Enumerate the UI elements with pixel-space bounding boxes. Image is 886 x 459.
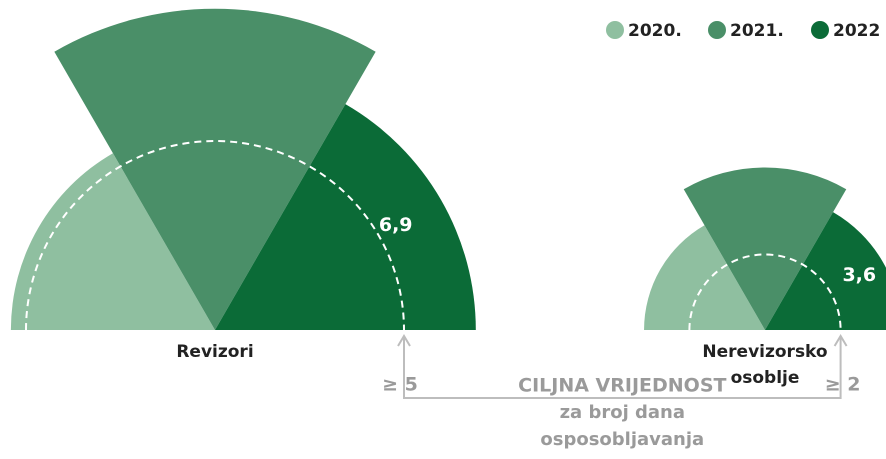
target-title: osposobljavanja [540, 429, 704, 450]
legend-swatch [606, 21, 624, 39]
sector [10, 153, 215, 330]
target-title: za broj dana [560, 402, 685, 423]
target-label: ≥ 2 [825, 374, 861, 396]
legend-swatch [708, 21, 726, 39]
legend-label: 2022 [833, 21, 880, 41]
baseline-cover [0, 330, 886, 332]
category-label: Nerevizorsko osoblje [702, 342, 827, 388]
legend-label: 2020. [628, 21, 682, 41]
legend-swatch [811, 21, 829, 39]
arrow-head [833, 334, 848, 347]
sector [644, 225, 765, 330]
target-connector [403, 338, 842, 399]
sector [683, 167, 847, 330]
target-label: ≥ 5 [382, 374, 418, 396]
arrow-head [397, 334, 411, 347]
sector [215, 104, 476, 330]
category-label: Revizori [176, 342, 253, 362]
legend-label: 2021. [730, 21, 784, 41]
sector [54, 8, 376, 330]
data-label: 3,6 [842, 264, 876, 286]
data-label: 6,9 [379, 214, 413, 236]
target-title: CILJNA VRIJEDNOST [518, 375, 726, 397]
sector [765, 212, 886, 330]
